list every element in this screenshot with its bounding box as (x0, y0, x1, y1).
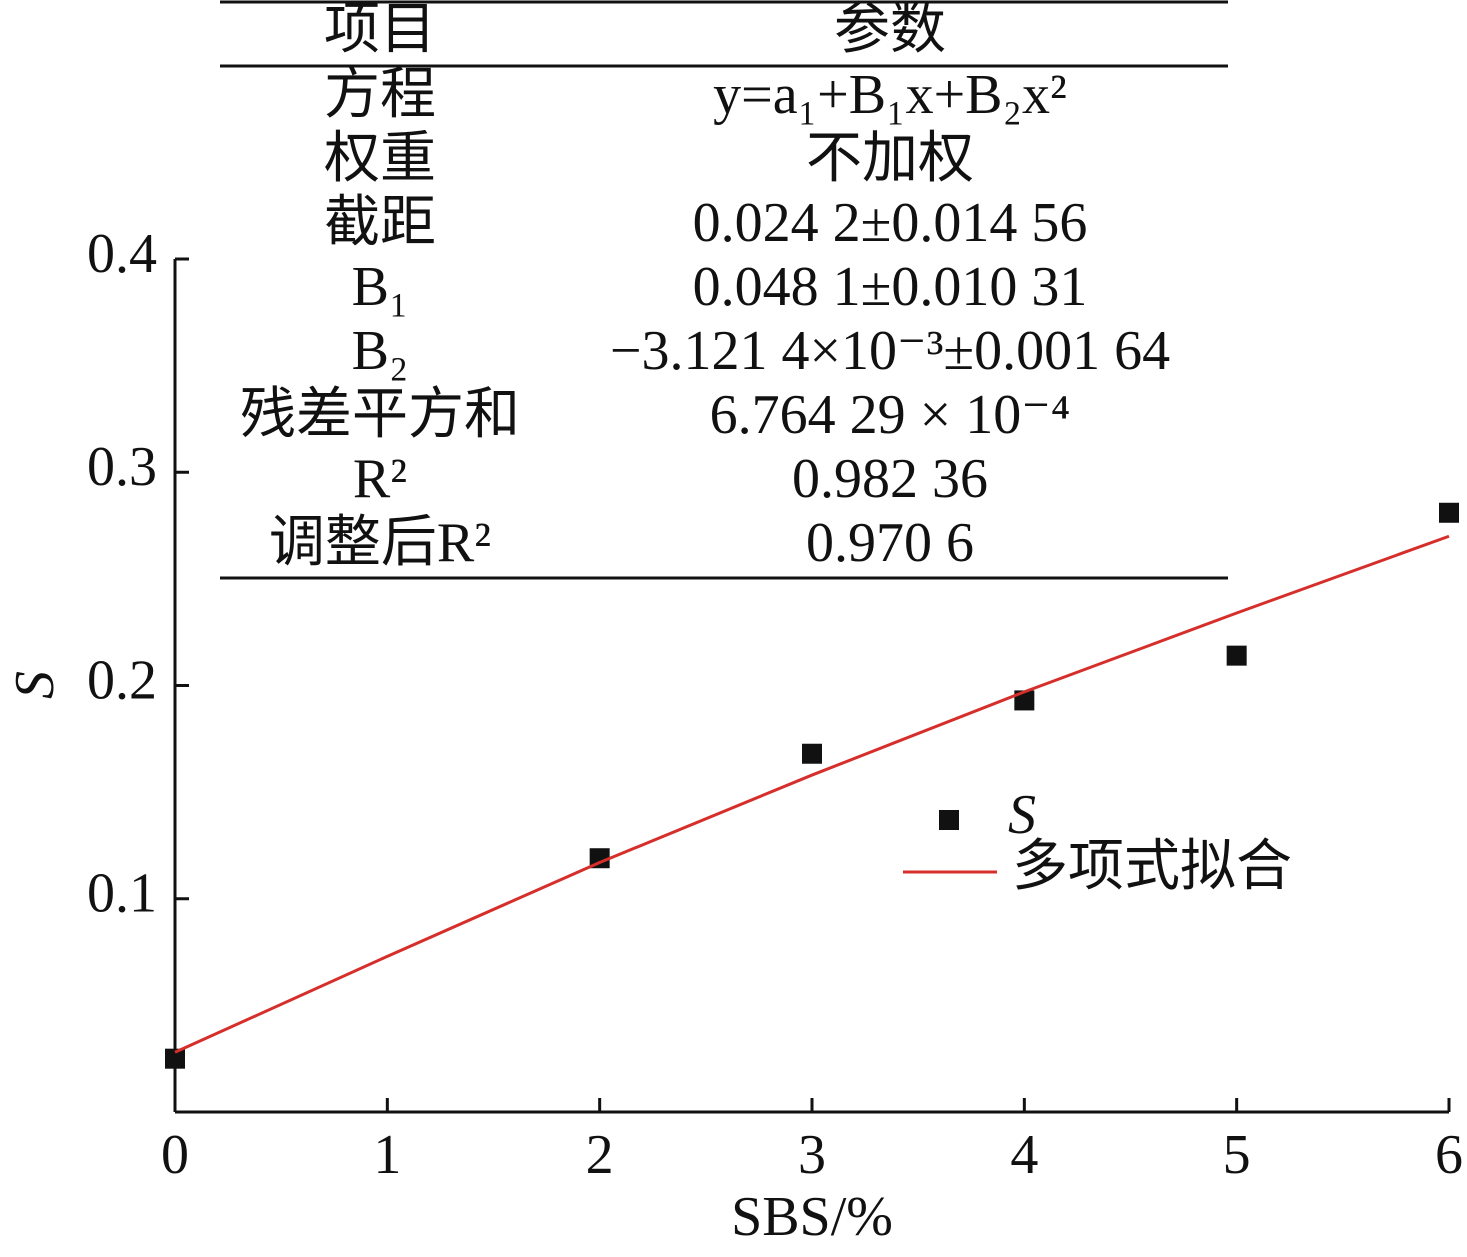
y-tick-label: 0.1 (87, 863, 157, 925)
table-cell: 0.048 1±0.010 31 (693, 256, 1088, 318)
table-cell: B₂ (352, 320, 409, 382)
fit-line (174, 534, 1450, 1054)
x-tick-label: 6 (1435, 1124, 1463, 1186)
data-point (1439, 502, 1459, 523)
legend-label: S (1008, 784, 1036, 846)
data-point (165, 1048, 185, 1069)
x-tick-label: 0 (161, 1124, 189, 1186)
legend-marker (939, 810, 959, 830)
table-cell: B₁ (352, 256, 409, 318)
table-cell: R² (353, 448, 407, 510)
y-tick-label: 0.2 (87, 649, 157, 711)
legend-label: 多项式拟合 (1012, 836, 1292, 898)
table-cell: 0.970 6 (806, 512, 974, 574)
table-cell: 残差平方和 (240, 384, 520, 446)
y-tick-label: 0.3 (87, 436, 157, 498)
table-header: 参数 (834, 0, 946, 61)
table-cell: 不加权 (806, 128, 974, 190)
x-tick-label: 5 (1223, 1124, 1251, 1186)
y-axis-label: S (4, 671, 66, 699)
table-cell: 权重 (324, 128, 436, 190)
table-cell: 方程 (324, 64, 436, 126)
data-point (802, 743, 822, 764)
table-cell: y=a₁+B₁x+B₂x² (713, 64, 1067, 126)
table-cell: −3.121 4×10⁻³±0.001 64 (610, 320, 1170, 382)
x-axis-label: SBS/% (731, 1186, 893, 1248)
table-cell: 调整后R² (269, 512, 491, 574)
data-point (1226, 645, 1247, 666)
table-cell: 0.982 36 (792, 448, 988, 510)
table-cell: 0.024 2±0.014 56 (693, 192, 1088, 254)
table-cell: 截距 (324, 192, 436, 254)
x-tick-label: 2 (586, 1124, 614, 1186)
x-tick-label: 3 (798, 1124, 826, 1186)
table-header: 项目 (324, 0, 436, 61)
y-tick-label: 0.4 (87, 223, 157, 285)
x-tick-label: 4 (1010, 1124, 1038, 1186)
table-cell: 6.764 29 × 10⁻⁴ (710, 384, 1071, 446)
x-tick-label: 1 (373, 1124, 401, 1186)
